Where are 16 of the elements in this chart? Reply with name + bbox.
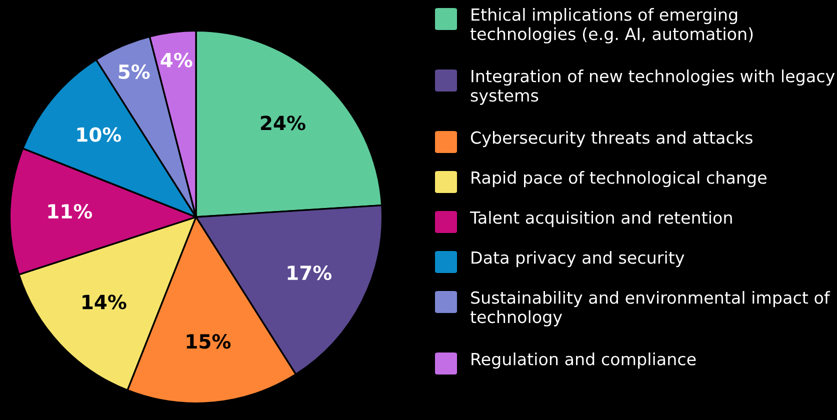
data-label: 24% xyxy=(260,116,306,130)
data-label: 15% xyxy=(186,334,231,349)
legend-label: Data privacy and security xyxy=(472,251,684,268)
legend-label: Integration of new technologies with legacy systems xyxy=(470,70,835,105)
data-label: 14% xyxy=(82,294,126,310)
legend-label: Regulation and compliance xyxy=(472,352,696,369)
legend-label: Sustainability and environmental impact of technology xyxy=(470,291,830,326)
data-label: 10% xyxy=(77,127,122,142)
data-label: 5% xyxy=(118,64,150,80)
data-label: 17% xyxy=(288,265,332,280)
legend-label: Rapid pace of technological change xyxy=(472,171,766,188)
data-label: 4% xyxy=(160,52,192,68)
legend-label: Talent acquisition and retention xyxy=(470,211,732,228)
legend-label: Ethical implications of emerging technologies (e.g. AI, automation) xyxy=(470,8,753,44)
data-label: 11% xyxy=(48,204,92,219)
legend-label: Cybersecurity threats and attacks xyxy=(470,131,752,148)
